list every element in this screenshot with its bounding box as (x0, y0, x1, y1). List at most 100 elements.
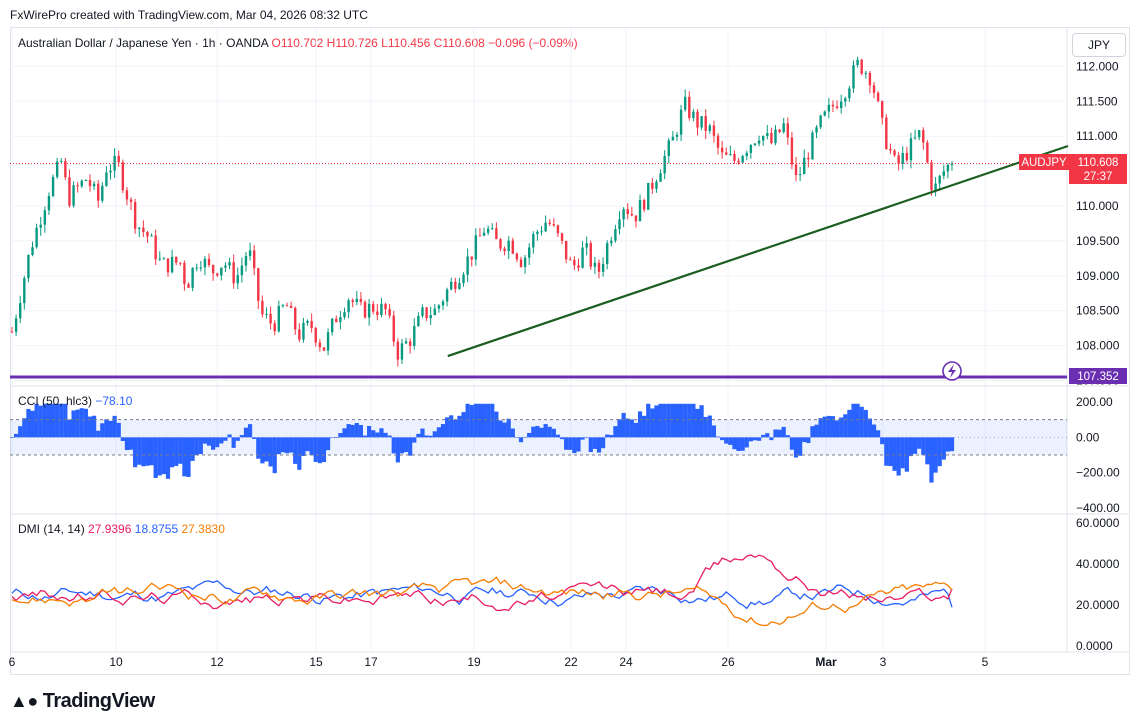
candle-body (597, 262, 601, 272)
chart-svg[interactable]: 112.000 111.500 111.000 110.000 109.500 109.0… (0, 0, 1137, 680)
candle-body (322, 347, 326, 351)
cci-bar (59, 403, 64, 438)
price-tick-label: 110.000 (1076, 199, 1119, 213)
candle-body (39, 224, 42, 228)
cci-bar (707, 415, 712, 438)
cci-bar (120, 437, 125, 441)
trendline[interactable] (447, 144, 1069, 358)
cci-bar (559, 437, 565, 440)
price-tick-label: 112.000 (1076, 59, 1119, 73)
price-badge: AUDJPY 110.608 27:37 (1019, 154, 1127, 184)
candle-body (626, 209, 629, 214)
cci-bar (814, 424, 819, 438)
candle-body (216, 273, 219, 276)
cci-bar (22, 418, 27, 438)
cci-bar (605, 434, 610, 438)
symbol-legend[interactable]: Australian Dollar / Japanese Yen · 1h · … (18, 36, 578, 50)
cci-bar (773, 429, 778, 438)
cci-legend[interactable]: CCI (50, hlc3) −78.10 (18, 394, 132, 408)
candle-body (716, 135, 720, 148)
cci-bar (531, 426, 536, 438)
cci-bar (810, 426, 815, 438)
candle-body (651, 182, 654, 189)
candle-body (807, 157, 810, 160)
candle-body (610, 240, 613, 244)
candle-body (281, 305, 285, 307)
dmi-value-2: 18.8755 (134, 522, 179, 536)
candle-body (585, 243, 588, 248)
candle-body (548, 222, 551, 225)
candle-body (80, 180, 83, 187)
cci-bar (818, 418, 823, 438)
candle-body (704, 116, 707, 131)
candle-body (355, 298, 359, 302)
candle-body (396, 341, 400, 360)
candle-body (642, 199, 646, 210)
cci-bar (96, 430, 101, 438)
lightning-icon[interactable] (942, 361, 962, 381)
cci-bar (424, 435, 429, 438)
candle-body (384, 303, 387, 310)
cci-bar (338, 433, 343, 438)
candle-body (105, 172, 108, 186)
candle-body (803, 157, 806, 175)
cci-bar (63, 403, 68, 438)
candle-body (794, 164, 798, 176)
candle-body (425, 307, 428, 319)
cci-bar (543, 424, 548, 438)
candle-body (162, 258, 166, 260)
cci-bar (268, 437, 273, 467)
cci-bar (642, 415, 647, 438)
candle-body (363, 301, 367, 318)
candle-body (92, 183, 96, 187)
candle-body (474, 235, 478, 260)
candle-body (934, 183, 937, 191)
cci-bar (293, 437, 298, 464)
dmi-legend[interactable]: DMI (14, 14) 27.9396 18.8755 27.3830 (18, 522, 225, 536)
cci-bar (198, 437, 203, 454)
cci-bar (761, 434, 766, 438)
cci-bar (26, 408, 31, 438)
cci-bar (18, 426, 23, 438)
cci-bar (133, 437, 138, 468)
time-tick-label: 15 (309, 655, 323, 669)
cci-bar (785, 435, 790, 438)
currency-button[interactable]: JPY (1072, 33, 1126, 57)
candle-body (261, 300, 264, 315)
cci-bar (720, 437, 725, 441)
candle-body (815, 127, 818, 133)
cci-bar (436, 427, 441, 438)
candle-body (294, 307, 297, 330)
cci-bar (194, 437, 199, 456)
candle-body (170, 256, 174, 273)
cci-bar (280, 437, 286, 453)
cci-bar (847, 409, 852, 438)
candle-body (844, 98, 847, 102)
cci-bar (490, 403, 495, 438)
candle-body (544, 222, 547, 232)
candle-body (560, 233, 564, 241)
candle-body (556, 225, 560, 234)
candle-body (881, 101, 884, 118)
candle-body (150, 235, 153, 237)
cci-bar (732, 437, 737, 450)
logo-text: TradingView (42, 690, 155, 712)
candle-body (117, 155, 120, 163)
time-tick-label: 17 (364, 655, 378, 669)
cci-bar (621, 412, 626, 438)
candle-body (823, 111, 826, 116)
candle-body (187, 284, 190, 288)
price-tick-label: 109.500 (1076, 234, 1120, 248)
cci-bar (855, 403, 860, 438)
candle-body (700, 116, 703, 128)
cci-bar (169, 437, 175, 468)
tradingview-logo[interactable]: ▲● TradingView (10, 690, 155, 713)
cci-value: −78.10 (95, 394, 133, 408)
cci-bar (806, 437, 811, 444)
cci-bar (867, 418, 873, 438)
price-axis: 112.000 111.500 111.000 110.000 109.500 109.0… (1076, 59, 1120, 653)
cci-bar (174, 437, 179, 467)
cci-bar (486, 403, 491, 438)
cci-tick-label: −200.00 (1076, 466, 1120, 480)
cci-bar (518, 437, 524, 443)
